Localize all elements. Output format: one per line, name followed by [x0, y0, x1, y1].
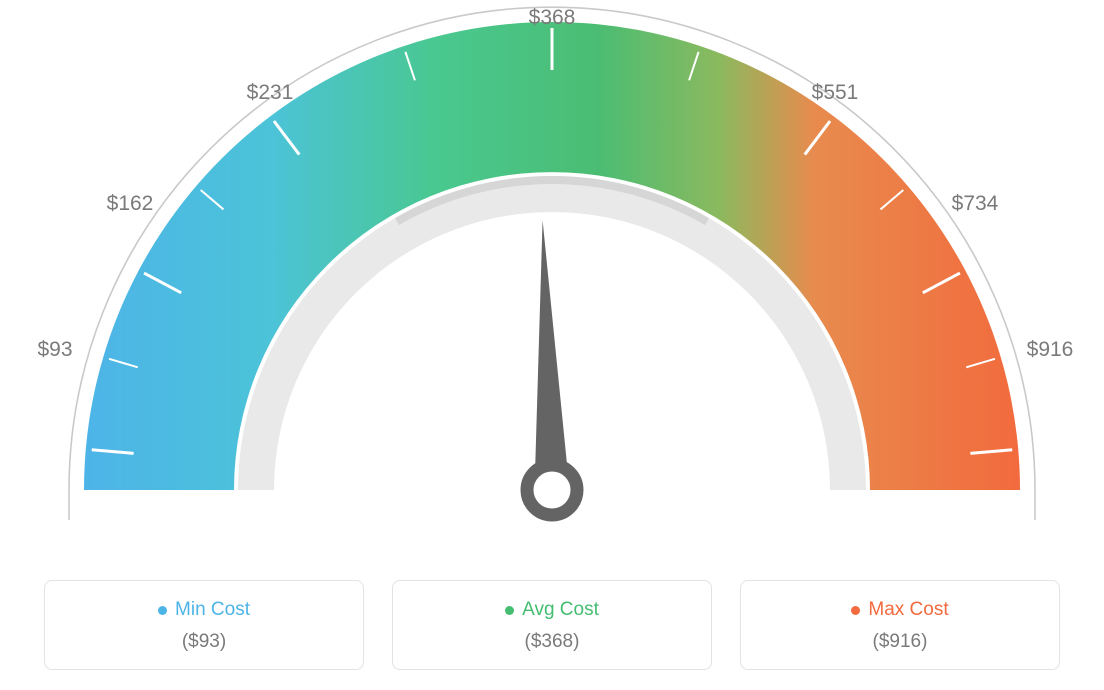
legend-title-text: Avg Cost	[522, 599, 599, 621]
legend-value: ($93)	[55, 631, 353, 653]
legend-title: Avg Cost	[505, 599, 599, 621]
legend-value: ($916)	[751, 631, 1049, 653]
legend-dot-icon	[851, 606, 860, 615]
legend-title: Min Cost	[158, 599, 250, 621]
legend-card: Avg Cost ($368)	[392, 580, 712, 670]
legend-dot-icon	[505, 606, 514, 615]
gauge-tick-label: $734	[952, 192, 999, 216]
gauge-tick-label: $162	[107, 192, 154, 216]
legend-title: Max Cost	[851, 599, 948, 621]
legend-dot-icon	[158, 606, 167, 615]
legend-value: ($368)	[403, 631, 701, 653]
gauge-tick-label: $551	[812, 81, 859, 105]
gauge-tick-label: $368	[529, 6, 576, 30]
legend-title-text: Max Cost	[868, 599, 948, 621]
gauge-svg	[0, 0, 1104, 540]
legend-card: Max Cost ($916)	[740, 580, 1060, 670]
gauge-needle	[534, 220, 569, 494]
gauge-tick-label: $93	[37, 338, 72, 362]
gauge-needle-hub	[527, 465, 577, 515]
legend-card: Min Cost ($93)	[44, 580, 364, 670]
gauge-tick-label: $231	[247, 81, 294, 105]
legend-row: Min Cost ($93) Avg Cost ($368) Max Cost ($916…	[0, 580, 1104, 670]
gauge-tick-label: $916	[1027, 338, 1074, 362]
gauge-chart: $93 $162 $231 $368 $551 $734 $916	[0, 0, 1104, 540]
legend-title-text: Min Cost	[175, 599, 250, 621]
